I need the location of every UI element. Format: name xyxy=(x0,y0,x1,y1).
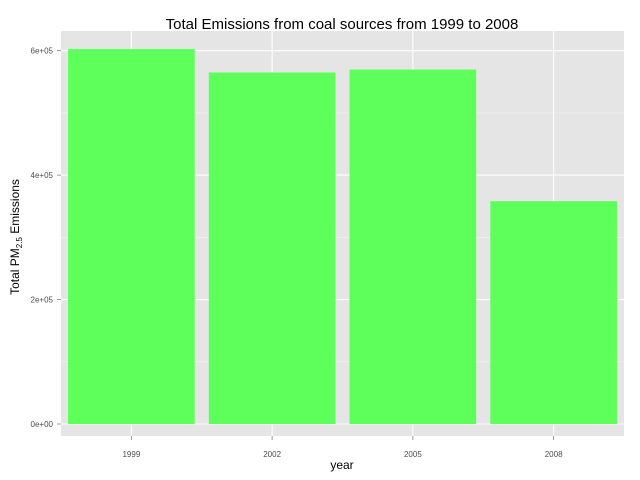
x-tick-label: 2002 xyxy=(263,450,281,459)
x-axis-title: year xyxy=(330,458,353,472)
y-tick-label: 0e+00 xyxy=(31,420,54,429)
y-tick-label: 6e+05 xyxy=(31,47,54,56)
bar-2008 xyxy=(490,201,617,424)
x-axis: 1999 2002 2005 2008 xyxy=(122,436,563,459)
y-tick-label: 4e+05 xyxy=(31,171,54,180)
y-axis-title-prefix: Total PM xyxy=(8,248,22,295)
x-tick-label: 1999 xyxy=(122,450,140,459)
bars xyxy=(68,49,617,425)
bar-1999 xyxy=(68,49,195,424)
bar-2002 xyxy=(208,72,336,425)
x-tick-label: 2005 xyxy=(404,450,422,459)
y-axis-title-subscript: 2.5 xyxy=(15,237,24,249)
bar-2005 xyxy=(349,69,477,425)
y-tick-label: 2e+05 xyxy=(31,296,54,305)
x-tick-label: 2008 xyxy=(545,450,563,459)
chart-title: Total Emissions from coal sources from 1… xyxy=(166,16,519,33)
y-axis: 0e+00 2e+05 4e+05 6e+05 xyxy=(31,47,61,429)
y-axis-title-suffix: Emissions xyxy=(8,179,22,237)
y-axis-title: Total PM2.5 Emissions xyxy=(8,179,24,295)
